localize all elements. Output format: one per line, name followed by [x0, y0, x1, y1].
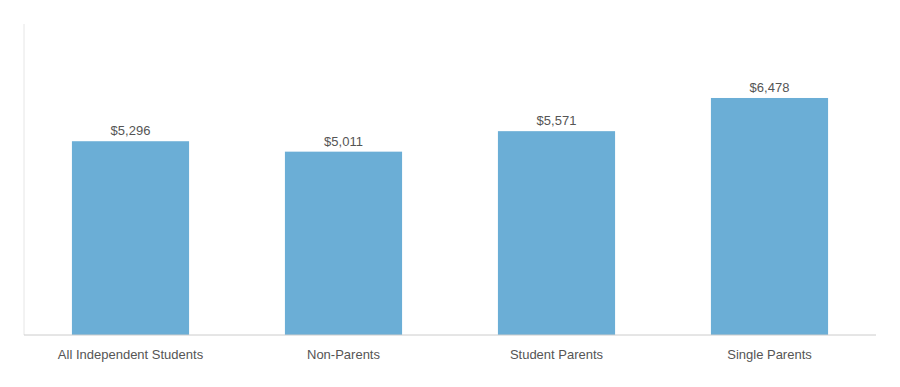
data-label: $5,011: [324, 134, 363, 149]
chart-svg: $5,296 $5,011 $5,571 $6,478 All Independent …: [0, 0, 900, 387]
x-tick-label: All Independent Students: [58, 347, 204, 362]
x-tick-label: Non-Parents: [307, 347, 380, 362]
bar: [72, 141, 189, 335]
x-tick-labels: All Independent Students Non-Parents Stude…: [58, 347, 812, 362]
x-axis-line: [24, 335, 876, 336]
bar: [498, 131, 615, 335]
x-tick-label: Single Parents: [727, 347, 812, 362]
data-label: $5,571: [537, 113, 577, 128]
y-axis-line: [24, 24, 25, 335]
bar: [285, 152, 402, 335]
data-label: $5,296: [111, 123, 151, 138]
bar: [711, 98, 828, 335]
data-label: $6,478: [750, 80, 790, 95]
bars: [72, 98, 828, 335]
data-labels: $5,296 $5,011 $5,571 $6,478: [111, 80, 790, 149]
x-tick-label: Student Parents: [510, 347, 604, 362]
background: [0, 0, 900, 387]
chart-container: $5,296 $5,011 $5,571 $6,478 All Independent …: [0, 0, 900, 387]
